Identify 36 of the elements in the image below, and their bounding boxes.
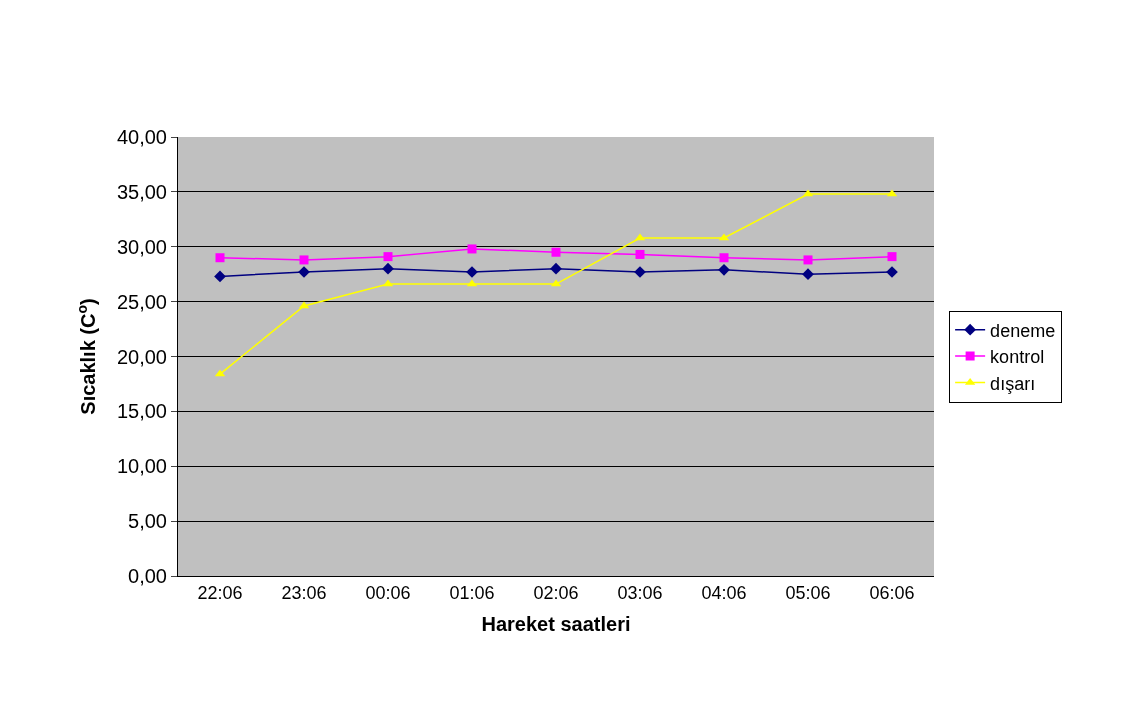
y-tick-label: 35,00: [116, 180, 167, 203]
x-tick-label: 00:06: [365, 582, 411, 603]
y-tick-label: 5,00: [128, 510, 167, 533]
point: [383, 252, 393, 262]
point: [719, 253, 729, 263]
point: [551, 247, 561, 257]
x-axis-title: Hareket saatleri: [481, 613, 631, 636]
x-tick-label: 05:06: [785, 582, 831, 603]
y-tick-label: 10,00: [116, 455, 167, 478]
x-tick-label: 06:06: [869, 582, 915, 603]
legend-label: dışarı: [990, 373, 1036, 394]
y-tick-label: 20,00: [116, 345, 167, 368]
point: [214, 270, 226, 283]
legend-label: deneme: [990, 320, 1056, 341]
x-tick-label: 03:06: [617, 582, 663, 603]
point: [802, 268, 814, 281]
x-tick-label: 22:06: [197, 582, 243, 603]
x-tick-label: 23:06: [281, 582, 327, 603]
point: [299, 255, 309, 265]
point: [803, 255, 813, 265]
x-tick-label: 01:06: [449, 582, 495, 603]
y-tick-label: 15,00: [116, 400, 167, 423]
y-tick-label: 40,00: [116, 126, 167, 148]
x-tick-label: 04:06: [701, 582, 747, 603]
x-tick-label: 02:06: [533, 582, 579, 603]
point: [635, 249, 645, 259]
y-tick-label: 0,00: [128, 565, 167, 587]
point: [887, 252, 897, 262]
y-tick-label: 30,00: [116, 235, 167, 258]
point: [467, 244, 477, 254]
y-tick-label: 25,00: [116, 290, 167, 313]
point: [718, 263, 730, 276]
point: [550, 262, 562, 275]
point: [215, 253, 225, 263]
point: [382, 262, 394, 275]
legend-label: kontrol: [990, 347, 1045, 368]
